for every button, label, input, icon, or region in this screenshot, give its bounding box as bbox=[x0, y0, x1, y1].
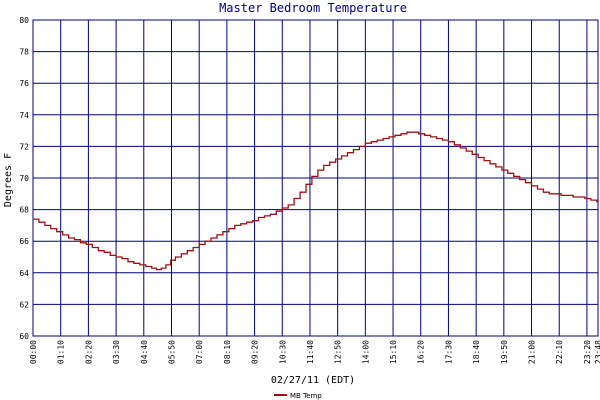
x-tick-label: 10:30 bbox=[278, 340, 287, 364]
x-tick-label: 09:20 bbox=[251, 340, 260, 364]
x-tick-label: 01:10 bbox=[57, 340, 66, 364]
x-tick-label: 18:40 bbox=[472, 340, 481, 364]
y-tick-label: 62 bbox=[19, 300, 29, 309]
chart-title: Master Bedroom Temperature bbox=[219, 1, 407, 15]
x-tick-label: 16:20 bbox=[417, 340, 426, 364]
x-tick-label: 14:00 bbox=[361, 340, 370, 364]
grid-lines bbox=[32, 19, 599, 337]
x-tick-label: 23:20 bbox=[583, 340, 592, 364]
series-layer bbox=[33, 131, 598, 271]
x-tick-label: 00:00 bbox=[29, 340, 38, 364]
y-tick-label: 64 bbox=[19, 269, 29, 278]
x-tick-label: 21:00 bbox=[528, 340, 537, 364]
x-tick-label: 15:10 bbox=[389, 340, 398, 364]
x-tick-label: 08:10 bbox=[223, 340, 232, 364]
y-tick-labels: 60 62 64 66 68 70 72 74 76 78 80 bbox=[19, 16, 29, 341]
y-tick-label: 74 bbox=[19, 111, 29, 120]
x-tick-label: 12:50 bbox=[334, 340, 343, 364]
x-tick-label: 05:50 bbox=[167, 340, 176, 364]
y-tick-label: 76 bbox=[19, 79, 29, 88]
x-axis-label: 02/27/11 (EDT) bbox=[271, 375, 355, 386]
y-tick-label: 68 bbox=[19, 206, 29, 215]
y-tick-label: 80 bbox=[19, 16, 29, 25]
y-axis-label: Degrees F bbox=[3, 153, 14, 207]
x-tick-label: 02:20 bbox=[84, 340, 93, 364]
y-tick-label: 66 bbox=[19, 237, 29, 246]
x-tick-labels: 00:00 01:10 02:20 03:30 04:40 05:50 07:00 08:10… bbox=[29, 340, 600, 364]
plot-border bbox=[32, 19, 599, 337]
y-tick-label: 78 bbox=[19, 48, 29, 57]
legend: MB Temp bbox=[274, 392, 322, 400]
x-tick-label: 22:10 bbox=[555, 340, 564, 364]
x-tick-label: 11:40 bbox=[306, 340, 315, 364]
x-tick-label: 07:00 bbox=[195, 340, 204, 364]
x-tick-label: 19:50 bbox=[500, 340, 509, 364]
x-tick-label: 03:30 bbox=[112, 340, 121, 364]
x-tick-label: 04:40 bbox=[140, 340, 149, 364]
legend-label-mb-temp: MB Temp bbox=[290, 392, 322, 400]
y-tick-label: 70 bbox=[19, 174, 29, 183]
x-tick-label: 17:30 bbox=[444, 340, 453, 364]
x-tick-label: 23:48 bbox=[594, 340, 600, 364]
y-tick-label: 72 bbox=[19, 142, 29, 151]
y-tick-label: 60 bbox=[19, 332, 29, 341]
series-line-mb-temp bbox=[33, 131, 598, 271]
